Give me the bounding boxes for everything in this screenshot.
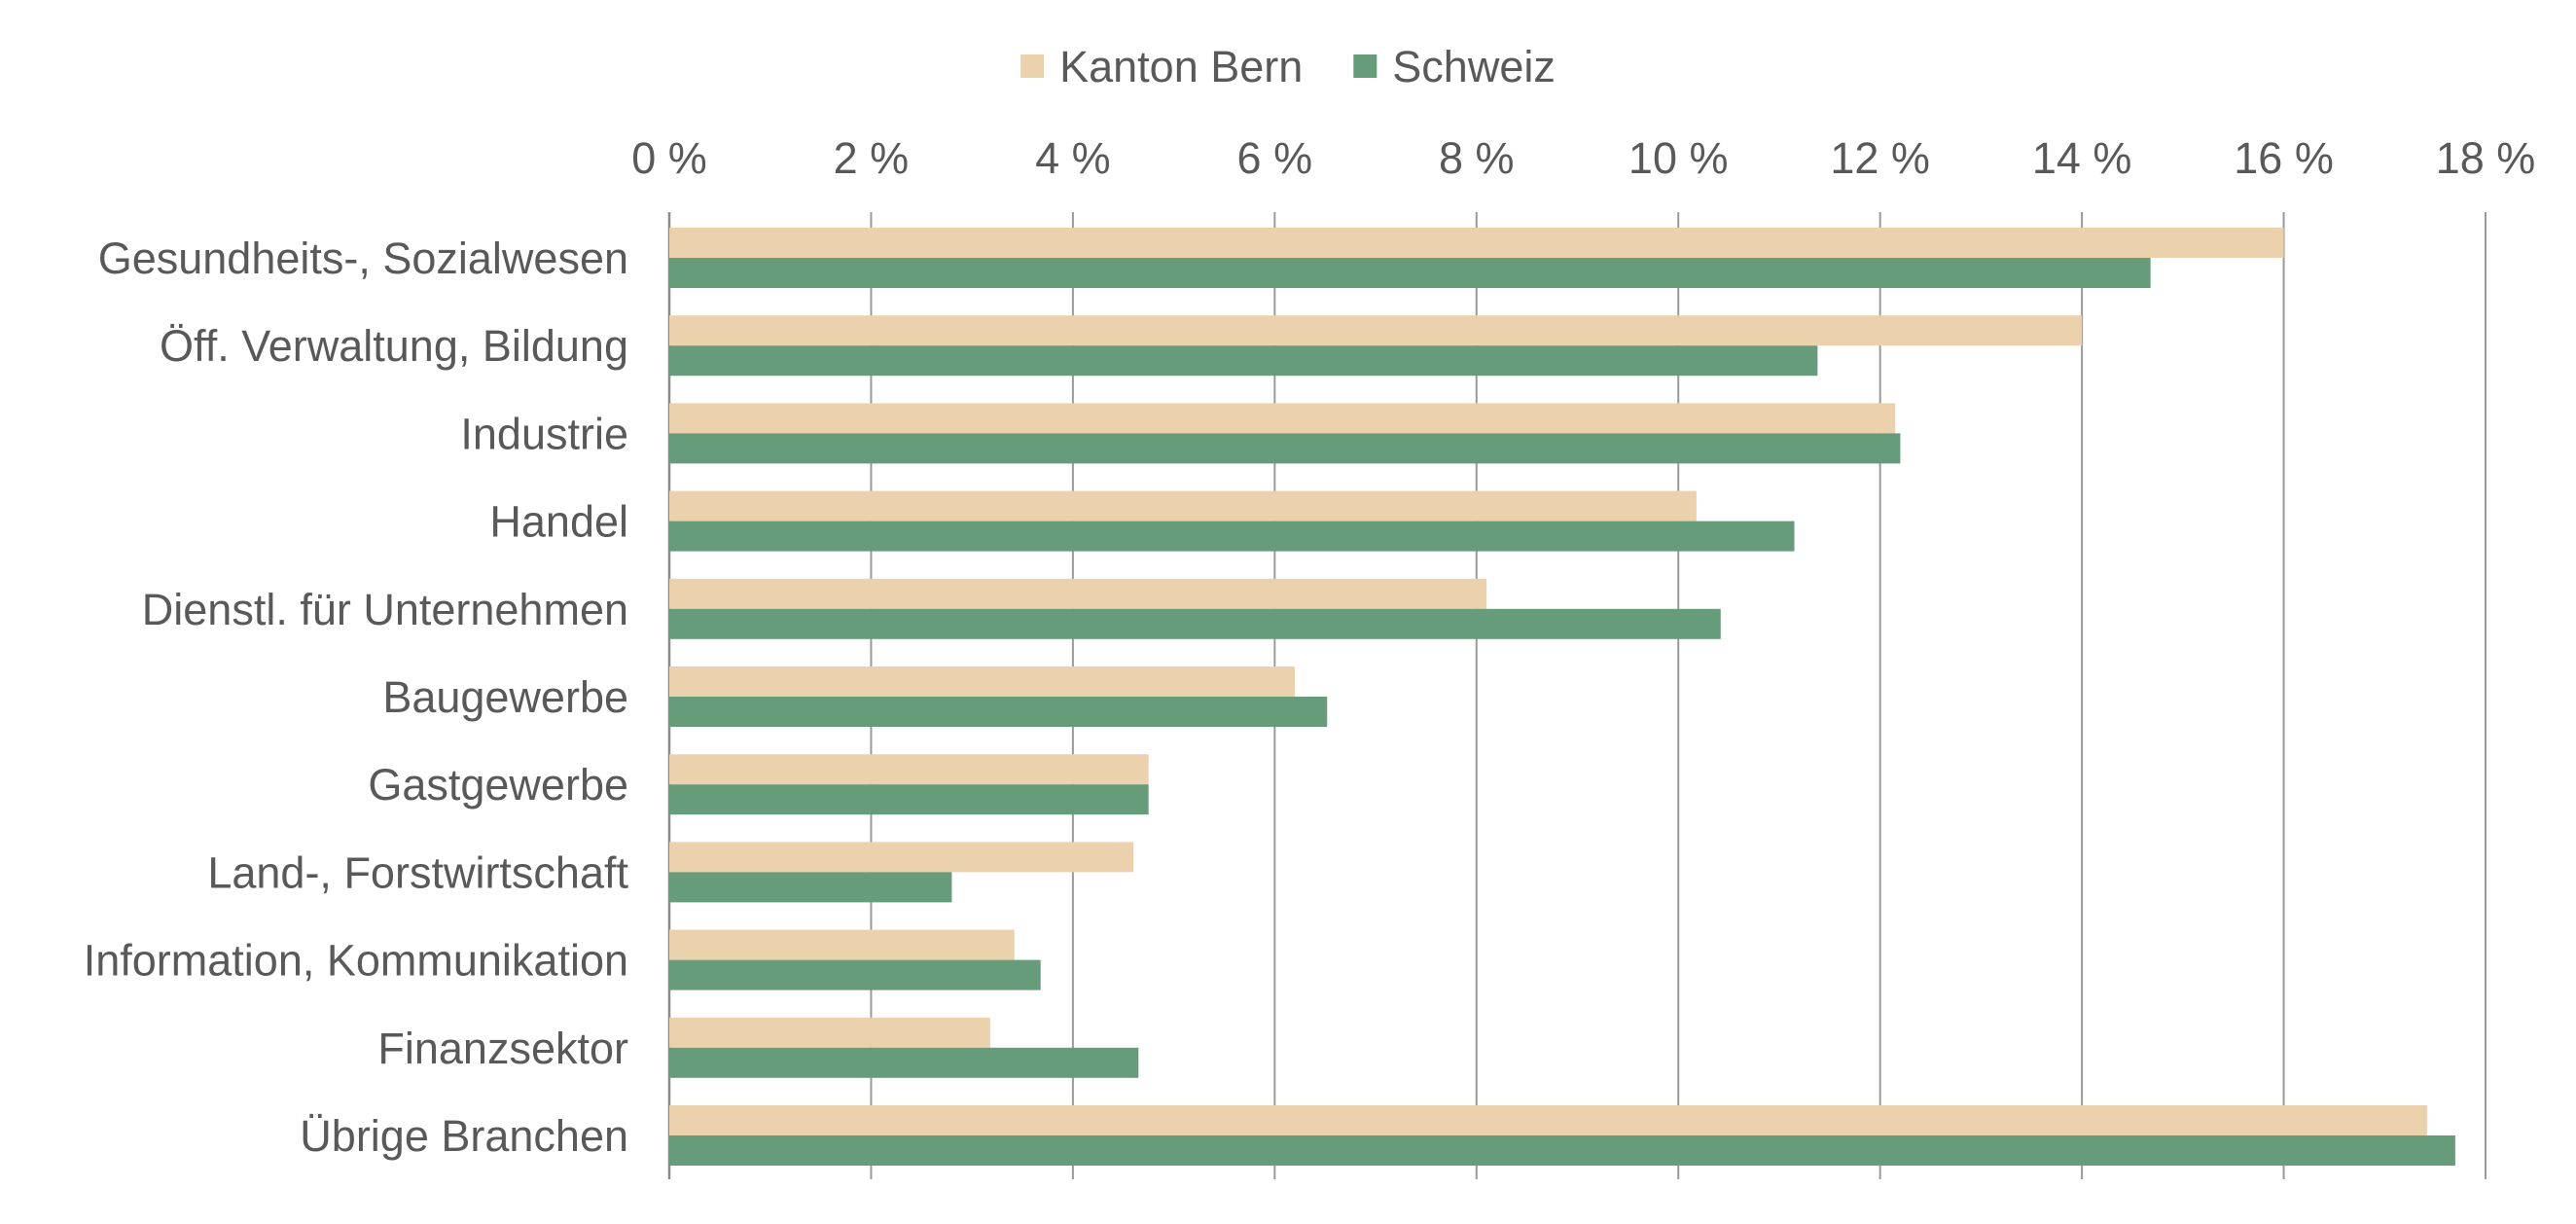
x-tick-label: 16 % <box>2234 133 2334 183</box>
bar-kanton-bern <box>669 1105 2427 1135</box>
category-label: Handel <box>489 497 628 547</box>
bar-kanton-bern <box>669 929 1015 960</box>
category-label: Übrige Branchen <box>300 1111 628 1161</box>
bar-schweiz <box>669 784 1149 815</box>
bar-schweiz <box>669 258 2151 288</box>
bar-schweiz <box>669 433 1901 464</box>
category-label: Industrie <box>460 409 628 458</box>
bar-kanton-bern <box>669 578 1487 609</box>
bar-kanton-bern <box>669 754 1149 785</box>
category-label: Gastgewerbe <box>368 760 628 810</box>
bar-schweiz <box>669 608 1721 639</box>
x-tick-label: 4 % <box>1035 133 1111 183</box>
category-label: Gesundheits-, Sozialwesen <box>98 234 628 283</box>
bar-schweiz <box>669 697 1328 727</box>
category-label: Land-, Forstwirtschaft <box>207 847 628 897</box>
x-tick-label: 8 % <box>1439 133 1515 183</box>
legend: Kanton Bern Schweiz <box>1020 42 1556 91</box>
legend-label-kanton-bern: Kanton Bern <box>1059 42 1303 91</box>
bar-kanton-bern <box>669 315 2083 346</box>
x-axis-tick-labels: 0 % 2 % 4 % 6 % 8 % 10 % 12 % 14 % 16 % 18 % <box>631 133 2535 183</box>
bar-schweiz <box>669 872 952 903</box>
category-labels: Gesundheits-, Sozialwesen Öff. Verwaltung… <box>84 234 629 1161</box>
x-tick-label: 6 % <box>1237 133 1313 183</box>
category-label: Finanzsektor <box>377 1024 628 1073</box>
category-label: Information, Kommunikation <box>84 936 628 986</box>
legend-label-schweiz: Schweiz <box>1392 42 1556 91</box>
bar-kanton-bern <box>669 1017 990 1048</box>
category-label: Baugewerbe <box>382 672 628 722</box>
x-tick-label: 10 % <box>1628 133 1729 183</box>
x-tick-label: 2 % <box>834 133 910 183</box>
bar-kanton-bern <box>669 403 1896 434</box>
x-tick-label: 14 % <box>2032 133 2132 183</box>
bars <box>669 228 2455 1166</box>
x-tick-label: 0 % <box>631 133 707 183</box>
bar-kanton-bern <box>669 490 1697 522</box>
x-tick-label: 18 % <box>2436 133 2536 183</box>
x-tick-label: 12 % <box>1830 133 1930 183</box>
bar-kanton-bern <box>669 666 1296 697</box>
category-label: Dienstl. für Unternehmen <box>142 585 628 634</box>
bar-schweiz <box>669 1135 2455 1166</box>
bar-schweiz <box>669 345 1818 377</box>
bar-kanton-bern <box>669 228 2284 258</box>
legend-swatch-kanton-bern <box>1020 54 1045 78</box>
category-label: Öff. Verwaltung, Bildung <box>160 321 628 371</box>
bar-schweiz <box>669 959 1041 990</box>
bar-schweiz <box>669 521 1795 552</box>
bar-schweiz <box>669 1047 1139 1078</box>
bar-kanton-bern <box>669 842 1134 873</box>
legend-swatch-schweiz <box>1353 54 1377 78</box>
